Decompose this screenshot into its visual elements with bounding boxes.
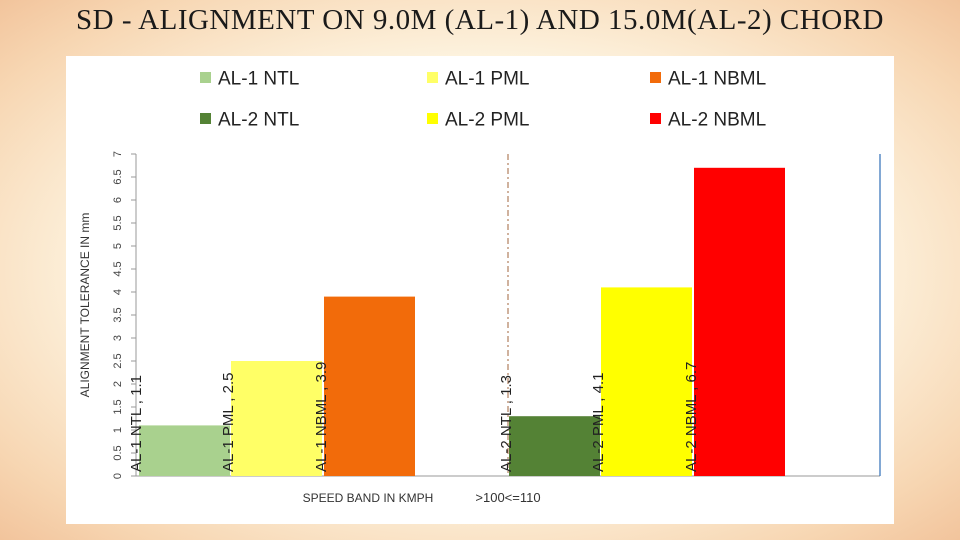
legend-label: AL-2 NBML <box>668 110 766 131</box>
y-tick-label: 4.5 <box>112 261 124 276</box>
y-tick-label: 1 <box>112 427 124 433</box>
bar <box>509 416 600 476</box>
bar-data-label: AL-2 NTL , 1.3 <box>498 375 515 472</box>
y-tick-label: 3 <box>112 335 124 341</box>
x-category-label: SPEED BAND IN KMPH <box>303 491 434 505</box>
bar <box>139 425 230 476</box>
y-tick-label: 3.5 <box>112 307 124 322</box>
legend-label: AL-2 PML <box>445 110 529 131</box>
bar <box>601 287 692 476</box>
y-axis-title: ALIGNMENT TOLERANCE IN mm <box>78 213 92 398</box>
y-tick-label: 2 <box>112 381 124 387</box>
x-category-label: >100<=110 <box>475 490 540 505</box>
y-tick-label: 5 <box>112 243 124 249</box>
y-tick-label: 5.5 <box>112 215 124 230</box>
legend-swatch <box>427 72 438 83</box>
legend-swatch <box>427 113 438 124</box>
y-tick-label: 7 <box>112 151 124 157</box>
y-tick-label: 4 <box>112 289 124 295</box>
legend-label: AL-1 NBML <box>668 69 766 90</box>
bar-data-label: AL-1 NBML , 3.9 <box>313 362 330 472</box>
legend-swatch <box>650 113 661 124</box>
bar-data-label: AL-2 PML , 4.1 <box>590 373 607 473</box>
bar-data-label: AL-2 NBML , 6.7 <box>683 362 700 472</box>
bar <box>694 167 785 477</box>
bar <box>324 296 415 476</box>
y-tick-label: 6.5 <box>112 169 124 184</box>
bar-data-label: AL-1 PML , 2.5 <box>220 373 237 473</box>
legend-label: AL-2 NTL <box>218 110 299 131</box>
legend-swatch <box>200 113 211 124</box>
y-tick-label: 0 <box>112 473 124 479</box>
slide-title: SD - ALIGNMENT ON 9.0M (AL-1) AND 15.0M(… <box>76 4 884 36</box>
y-tick-label: 1.5 <box>112 399 124 414</box>
legend-label: AL-1 NTL <box>218 69 299 90</box>
legend-swatch <box>200 72 211 83</box>
y-tick-label: 0.5 <box>112 445 124 460</box>
bar <box>231 361 322 476</box>
y-tick-label: 2.5 <box>112 353 124 368</box>
bar-data-label: AL-1 NTL , 1.1 <box>128 375 145 472</box>
legend-label: AL-1 PML <box>445 69 529 90</box>
y-tick-label: 6 <box>112 197 124 203</box>
legend-swatch <box>650 72 661 83</box>
